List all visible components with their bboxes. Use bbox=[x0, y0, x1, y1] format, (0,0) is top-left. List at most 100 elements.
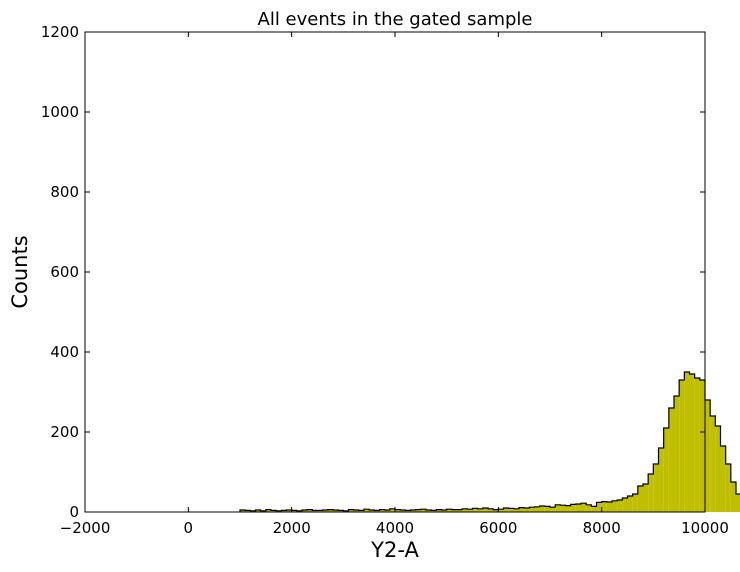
histogram-bar bbox=[606, 502, 612, 512]
histogram-bar bbox=[529, 507, 535, 512]
histogram-bar bbox=[555, 504, 561, 512]
histogram-bar bbox=[694, 378, 700, 512]
histogram-bar bbox=[503, 508, 509, 512]
histogram-bar bbox=[725, 464, 731, 512]
histogram-bar bbox=[379, 509, 385, 512]
histogram-bar bbox=[327, 509, 333, 512]
histogram-bar bbox=[617, 500, 623, 512]
histogram-bar bbox=[643, 484, 649, 512]
histogram-bar bbox=[498, 509, 504, 512]
histogram-bar bbox=[364, 509, 370, 512]
histogram-bar bbox=[710, 416, 716, 512]
histogram-bar bbox=[291, 510, 297, 512]
histogram-bar bbox=[472, 508, 478, 512]
plot-frame bbox=[84, 31, 706, 513]
histogram-bar bbox=[591, 506, 597, 512]
histogram-bar bbox=[436, 509, 442, 512]
x-tick-label: 10000 bbox=[681, 519, 729, 537]
chart-title: All events in the gated sample bbox=[258, 9, 533, 30]
histogram-bar bbox=[457, 509, 463, 512]
histogram-bar bbox=[410, 510, 416, 512]
y-axis: 0 200 400 600 800 1000 1200 bbox=[41, 23, 705, 521]
y-tick-label: 1000 bbox=[41, 103, 79, 121]
x-tick-label: 6000 bbox=[479, 519, 517, 537]
histogram-bar bbox=[358, 510, 364, 512]
histogram-bar bbox=[653, 464, 659, 512]
histogram-bar bbox=[684, 372, 690, 512]
histogram-bar bbox=[426, 510, 432, 512]
histogram-bar bbox=[255, 510, 261, 512]
y-tick-label: 600 bbox=[50, 263, 79, 281]
histogram-bar bbox=[513, 508, 519, 512]
histogram-bar bbox=[462, 508, 468, 512]
histogram-bar bbox=[384, 510, 390, 512]
x-tick-label: 4000 bbox=[376, 519, 414, 537]
histogram-bar bbox=[240, 510, 246, 512]
histogram-bar bbox=[601, 501, 607, 512]
histogram-bar bbox=[632, 494, 638, 512]
histogram-bar bbox=[519, 507, 525, 512]
histogram-bar bbox=[322, 510, 328, 512]
histogram-bar bbox=[596, 502, 602, 512]
histogram-bar bbox=[477, 508, 483, 512]
histogram-bar bbox=[658, 448, 664, 512]
y-tick-label: 200 bbox=[50, 423, 79, 441]
histogram-bar bbox=[488, 508, 494, 512]
x-tick-label: 8000 bbox=[583, 519, 621, 537]
histogram-bar bbox=[338, 510, 344, 512]
histogram-bar bbox=[699, 380, 705, 512]
histogram-bar bbox=[493, 509, 499, 512]
histogram-bar bbox=[720, 446, 726, 512]
histogram-bar bbox=[245, 510, 251, 512]
histogram-bar bbox=[400, 510, 406, 512]
histogram-bar bbox=[333, 510, 339, 512]
x-tick-label: 0 bbox=[184, 519, 194, 537]
histogram-bar bbox=[539, 506, 545, 512]
histogram-bar bbox=[446, 509, 452, 512]
histogram-bar bbox=[544, 506, 550, 512]
y-tick-label: 400 bbox=[50, 343, 79, 361]
histogram-bar bbox=[302, 510, 308, 512]
histogram-bar bbox=[679, 380, 685, 512]
histogram-bar bbox=[451, 509, 457, 512]
histogram-bar bbox=[586, 504, 592, 512]
histogram-bar bbox=[570, 504, 576, 512]
histogram-bar bbox=[736, 494, 740, 512]
histogram-bar bbox=[508, 508, 514, 512]
histogram-bar bbox=[348, 509, 354, 512]
histogram-bar bbox=[705, 400, 711, 512]
histogram-bar bbox=[612, 500, 618, 512]
histogram-bar bbox=[663, 428, 669, 512]
histogram-bar bbox=[317, 510, 323, 512]
histogram-bar bbox=[550, 507, 556, 512]
y-tick-label: 800 bbox=[50, 183, 79, 201]
histogram-bar bbox=[441, 510, 447, 512]
y-tick-label: 0 bbox=[69, 503, 79, 521]
histogram-bar bbox=[534, 506, 540, 512]
histogram-bar bbox=[369, 510, 375, 512]
x-axis: −2000 0 2000 4000 6000 8000 10000 bbox=[60, 32, 729, 537]
histogram-bar bbox=[307, 509, 313, 512]
histogram-bar bbox=[581, 503, 587, 512]
histogram-bar bbox=[730, 482, 736, 512]
y-tick-label: 1200 bbox=[41, 23, 79, 41]
histogram-bar bbox=[286, 510, 292, 512]
histogram-bar bbox=[374, 510, 380, 512]
histogram-bar bbox=[689, 374, 695, 512]
histogram-bar bbox=[281, 510, 287, 512]
histogram-bar bbox=[622, 498, 628, 512]
histogram-bar bbox=[271, 510, 277, 512]
x-axis-label: Y2-A bbox=[370, 538, 419, 562]
y-axis-label: Counts bbox=[8, 235, 32, 308]
histogram-bar bbox=[415, 509, 421, 512]
histogram-bar bbox=[627, 496, 633, 512]
histogram-bar bbox=[648, 474, 654, 512]
histogram-bar bbox=[395, 509, 401, 512]
histogram-bar bbox=[715, 426, 721, 512]
histogram-bar bbox=[565, 505, 571, 512]
histogram-bar bbox=[674, 396, 680, 512]
histogram-outline bbox=[239, 371, 740, 512]
histogram-bar bbox=[668, 408, 674, 512]
histogram-bar bbox=[575, 504, 581, 512]
